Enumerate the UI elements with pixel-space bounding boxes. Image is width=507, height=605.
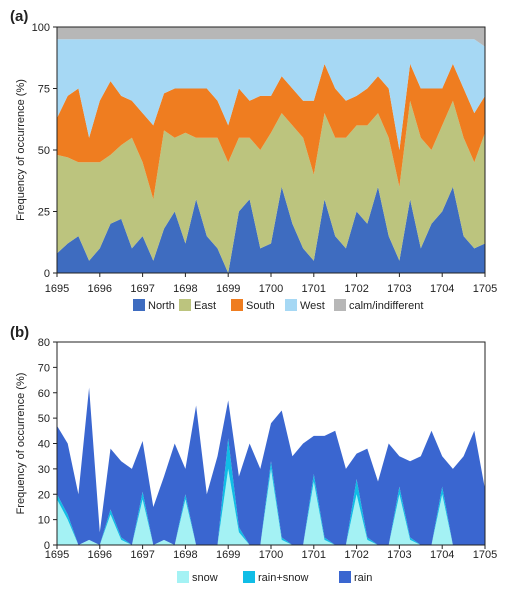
- legend-swatch: [339, 571, 351, 583]
- x-tick-label: 1699: [216, 549, 240, 561]
- legend-label: rain: [354, 572, 372, 584]
- y-tick-label: 40: [38, 439, 50, 451]
- y-tick-label: 50: [38, 413, 50, 425]
- legend-swatch: [243, 571, 255, 583]
- y-tick-label: 25: [38, 207, 50, 219]
- panel-a: 1695 1696 1697 1698 1699 1700 1701 1702 1703 1704…: [10, 8, 497, 312]
- legend-swatch: [177, 571, 189, 583]
- x-tick-label: 1702: [344, 549, 368, 561]
- legend-label: calm/indifferent: [349, 300, 423, 312]
- x-tick-label: 1695: [45, 283, 69, 295]
- legend-swatch: [133, 299, 145, 311]
- panel-label: (a): [10, 8, 28, 25]
- legend-label: snow: [192, 572, 218, 584]
- y-axis-label: Frequency of occurrence (%): [15, 373, 27, 515]
- x-tick-label: 1703: [387, 283, 411, 295]
- x-tick-label: 1701: [302, 549, 326, 561]
- y-tick-label: 75: [38, 84, 50, 96]
- x-tick-label: 1701: [302, 283, 326, 295]
- x-tick-label: 1699: [216, 283, 240, 295]
- legend-label: rain+snow: [258, 572, 309, 584]
- area-series-calm-indifferent: [57, 27, 485, 47]
- x-tick-label: 1697: [130, 549, 154, 561]
- x-tick-label: 1702: [344, 283, 368, 295]
- area-series-north: [57, 186, 485, 273]
- x-tick-label: 1696: [88, 283, 112, 295]
- x-tick-label: 1704: [430, 549, 454, 561]
- x-tick-label: 1700: [259, 549, 283, 561]
- panel-b: 1695 1696 1697 1698 1699 1700 1701 1702 1703 1704…: [10, 324, 497, 584]
- area-series-east: [57, 100, 485, 273]
- legend-label: South: [246, 300, 275, 312]
- legend-label: East: [194, 300, 216, 312]
- legend-label: West: [300, 300, 325, 312]
- x-tick-label: 1705: [473, 283, 497, 295]
- y-axis-label: Frequency of occurrence (%): [15, 79, 27, 221]
- x-tick-label: 1704: [430, 283, 454, 295]
- x-tick-label: 1695: [45, 549, 69, 561]
- area-series-rain-snow: [57, 438, 485, 545]
- area-series-rain: [57, 387, 485, 545]
- y-tick-label: 30: [38, 464, 50, 476]
- x-tick-label: 1700: [259, 283, 283, 295]
- legend-label: North: [148, 300, 175, 312]
- legend-swatch: [179, 299, 191, 311]
- x-tick-label: 1705: [473, 549, 497, 561]
- y-tick-label: 20: [38, 489, 50, 501]
- y-tick-label: 80: [38, 337, 50, 349]
- y-tick-label: 70: [38, 362, 50, 374]
- x-tick-label: 1696: [88, 549, 112, 561]
- x-tick-label: 1703: [387, 549, 411, 561]
- x-tick-label: 1698: [173, 549, 197, 561]
- area-series-south: [57, 63, 485, 200]
- y-tick-label: 100: [32, 22, 50, 34]
- y-tick-label: 0: [44, 540, 50, 552]
- y-tick-label: 50: [38, 145, 50, 157]
- legend-swatch: [334, 299, 346, 311]
- panel-label: (b): [10, 324, 29, 341]
- y-tick-label: 0: [44, 268, 50, 280]
- x-tick-label: 1697: [130, 283, 154, 295]
- area-series-west: [57, 39, 485, 150]
- y-tick-label: 60: [38, 388, 50, 400]
- y-tick-label: 10: [38, 515, 50, 527]
- legend-swatch: [231, 299, 243, 311]
- x-tick-label: 1698: [173, 283, 197, 295]
- area-series-snow: [57, 468, 485, 545]
- legend-swatch: [285, 299, 297, 311]
